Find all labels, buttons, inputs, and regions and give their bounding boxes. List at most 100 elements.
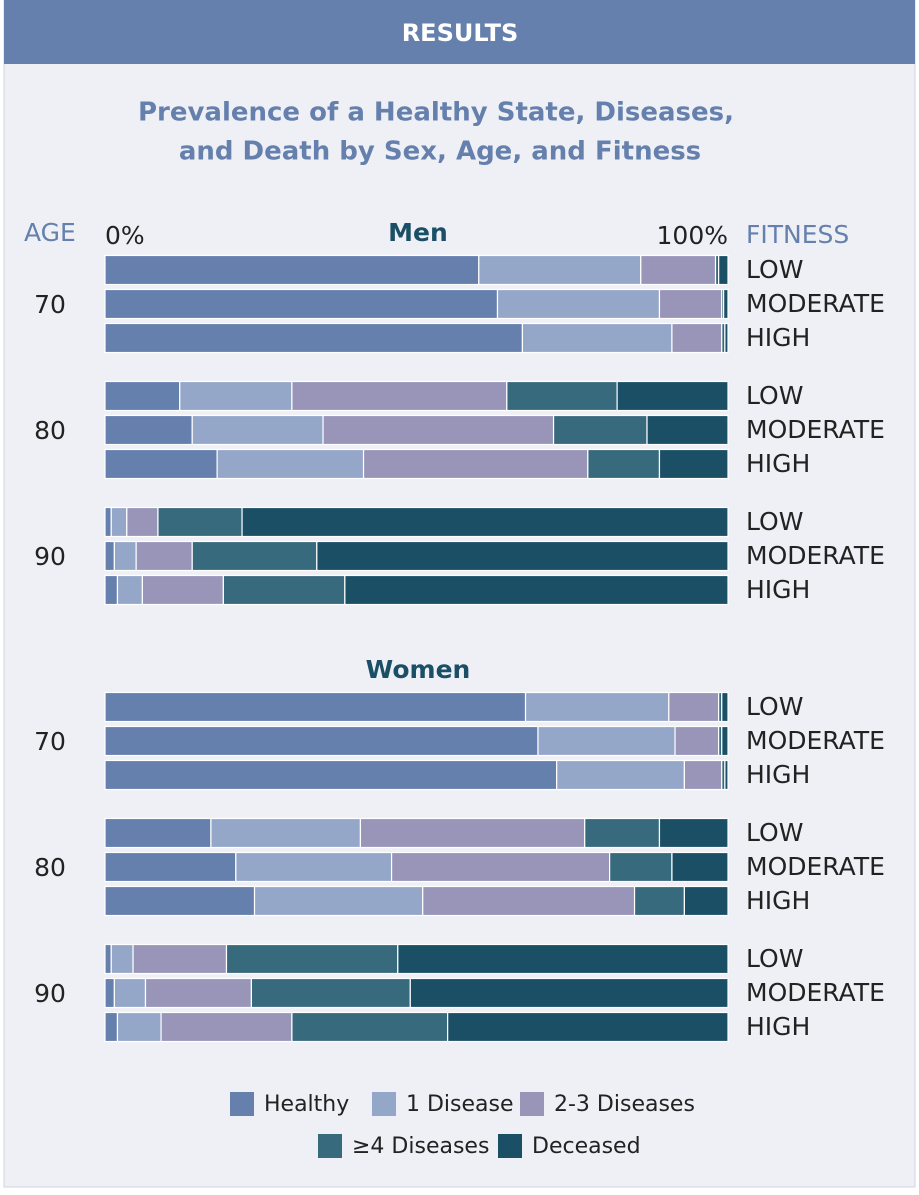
bar-segment <box>160 1011 293 1043</box>
legend-label: 2-3 Diseases <box>554 1092 695 1117</box>
bar-segment <box>616 380 729 412</box>
bar-segment <box>668 691 720 723</box>
age-group-label: 80 <box>34 416 66 445</box>
bar-segment <box>633 885 685 917</box>
fitness-label: HIGH <box>746 1012 810 1041</box>
bar-segment <box>250 977 411 1009</box>
bar-segment <box>496 288 661 320</box>
fitness-label: LOW <box>746 255 803 284</box>
bar-segment <box>556 759 685 791</box>
legend-label: 1 Disease <box>406 1092 514 1117</box>
fitness-label: HIGH <box>746 760 810 789</box>
bar-segment <box>104 414 193 446</box>
bar-segment <box>104 540 115 572</box>
bar-segment <box>110 506 128 538</box>
legend-swatch <box>520 1092 544 1116</box>
fitness-label: MODERATE <box>746 978 885 1007</box>
legend-label: ≥4 Diseases <box>352 1134 489 1159</box>
age-group-label: 80 <box>34 853 66 882</box>
bar-segment <box>344 574 729 606</box>
bar-segment <box>506 380 618 412</box>
bar-segment <box>658 448 729 480</box>
bar-segment <box>141 574 224 606</box>
legend-swatch <box>230 1092 254 1116</box>
bar-segment <box>291 380 508 412</box>
legend-swatch <box>498 1134 522 1158</box>
bar-segment <box>723 288 729 320</box>
chart-title: Prevalence of a Healthy State, Diseases, <box>138 98 734 128</box>
fitness-label: MODERATE <box>746 726 885 755</box>
bar-segment <box>683 759 723 791</box>
bar-segment <box>521 322 673 354</box>
header: RESULTS <box>402 19 519 47</box>
bar-segment <box>640 254 717 286</box>
bar-segment <box>104 506 112 538</box>
bar-segment <box>104 943 112 975</box>
fitness-label: HIGH <box>746 575 810 604</box>
bar-segment <box>113 540 137 572</box>
bar-segment <box>104 380 181 412</box>
fitness-label: MODERATE <box>746 289 885 318</box>
legend-swatch <box>318 1134 342 1158</box>
bar-segment <box>524 691 670 723</box>
bar-segment <box>587 448 661 480</box>
bar-segment <box>104 1011 119 1043</box>
age-group-label: 90 <box>34 979 66 1008</box>
bar-segment <box>584 817 661 849</box>
bar-segment <box>721 691 729 723</box>
bar-segment <box>113 977 147 1009</box>
x-tick-label: 100% <box>657 221 728 250</box>
bar-segment <box>390 851 611 883</box>
bar-segment <box>478 254 642 286</box>
bar-segment <box>104 725 539 757</box>
bar-segment <box>658 288 723 320</box>
bar-segment <box>144 977 253 1009</box>
fitness-label: LOW <box>746 692 803 721</box>
age-group-label: 70 <box>34 290 66 319</box>
fitness-label: LOW <box>746 507 803 536</box>
bar-segment <box>671 851 729 883</box>
bar-segment <box>397 943 729 975</box>
bar-segment <box>316 540 729 572</box>
bar-segment <box>191 414 324 446</box>
fitness-label: HIGH <box>746 886 810 915</box>
panel-title: Women <box>366 655 471 684</box>
bar-segment <box>646 414 729 446</box>
bar-segment <box>422 885 636 917</box>
bar-segment <box>409 977 729 1009</box>
bar-segment <box>683 885 729 917</box>
fitness-label: LOW <box>746 381 803 410</box>
bar-segment <box>674 725 720 757</box>
bar-segment <box>104 885 256 917</box>
fitness-label: MODERATE <box>746 541 885 570</box>
bar-segment <box>104 254 480 286</box>
fitness-label: LOW <box>746 818 803 847</box>
bar-segment <box>191 540 318 572</box>
bar-segment <box>104 817 212 849</box>
bar-segment <box>447 1011 729 1043</box>
bar-segment <box>104 288 499 320</box>
fitness-label: HIGH <box>746 449 810 478</box>
bar-segment <box>609 851 673 883</box>
bar-segment <box>104 851 237 883</box>
fitness-label: MODERATE <box>746 415 885 444</box>
bar-segment <box>359 817 586 849</box>
bar-segment <box>671 322 723 354</box>
bar-segment <box>110 943 134 975</box>
age-group-label: 70 <box>34 727 66 756</box>
bar-segment <box>179 380 293 412</box>
age-group-label: 90 <box>34 542 66 571</box>
bar-segment <box>537 725 676 757</box>
bar-segment <box>718 254 729 286</box>
bar-segment <box>225 943 399 975</box>
fitness-label: LOW <box>746 944 803 973</box>
bar-segment <box>222 574 346 606</box>
bar-segment <box>116 1011 162 1043</box>
bar-segment <box>235 851 393 883</box>
bar-segment <box>116 574 143 606</box>
bar-segment <box>721 725 729 757</box>
age-label: AGE <box>24 218 76 247</box>
bar-segment <box>552 414 648 446</box>
fitness-label: FITNESS <box>746 220 849 249</box>
